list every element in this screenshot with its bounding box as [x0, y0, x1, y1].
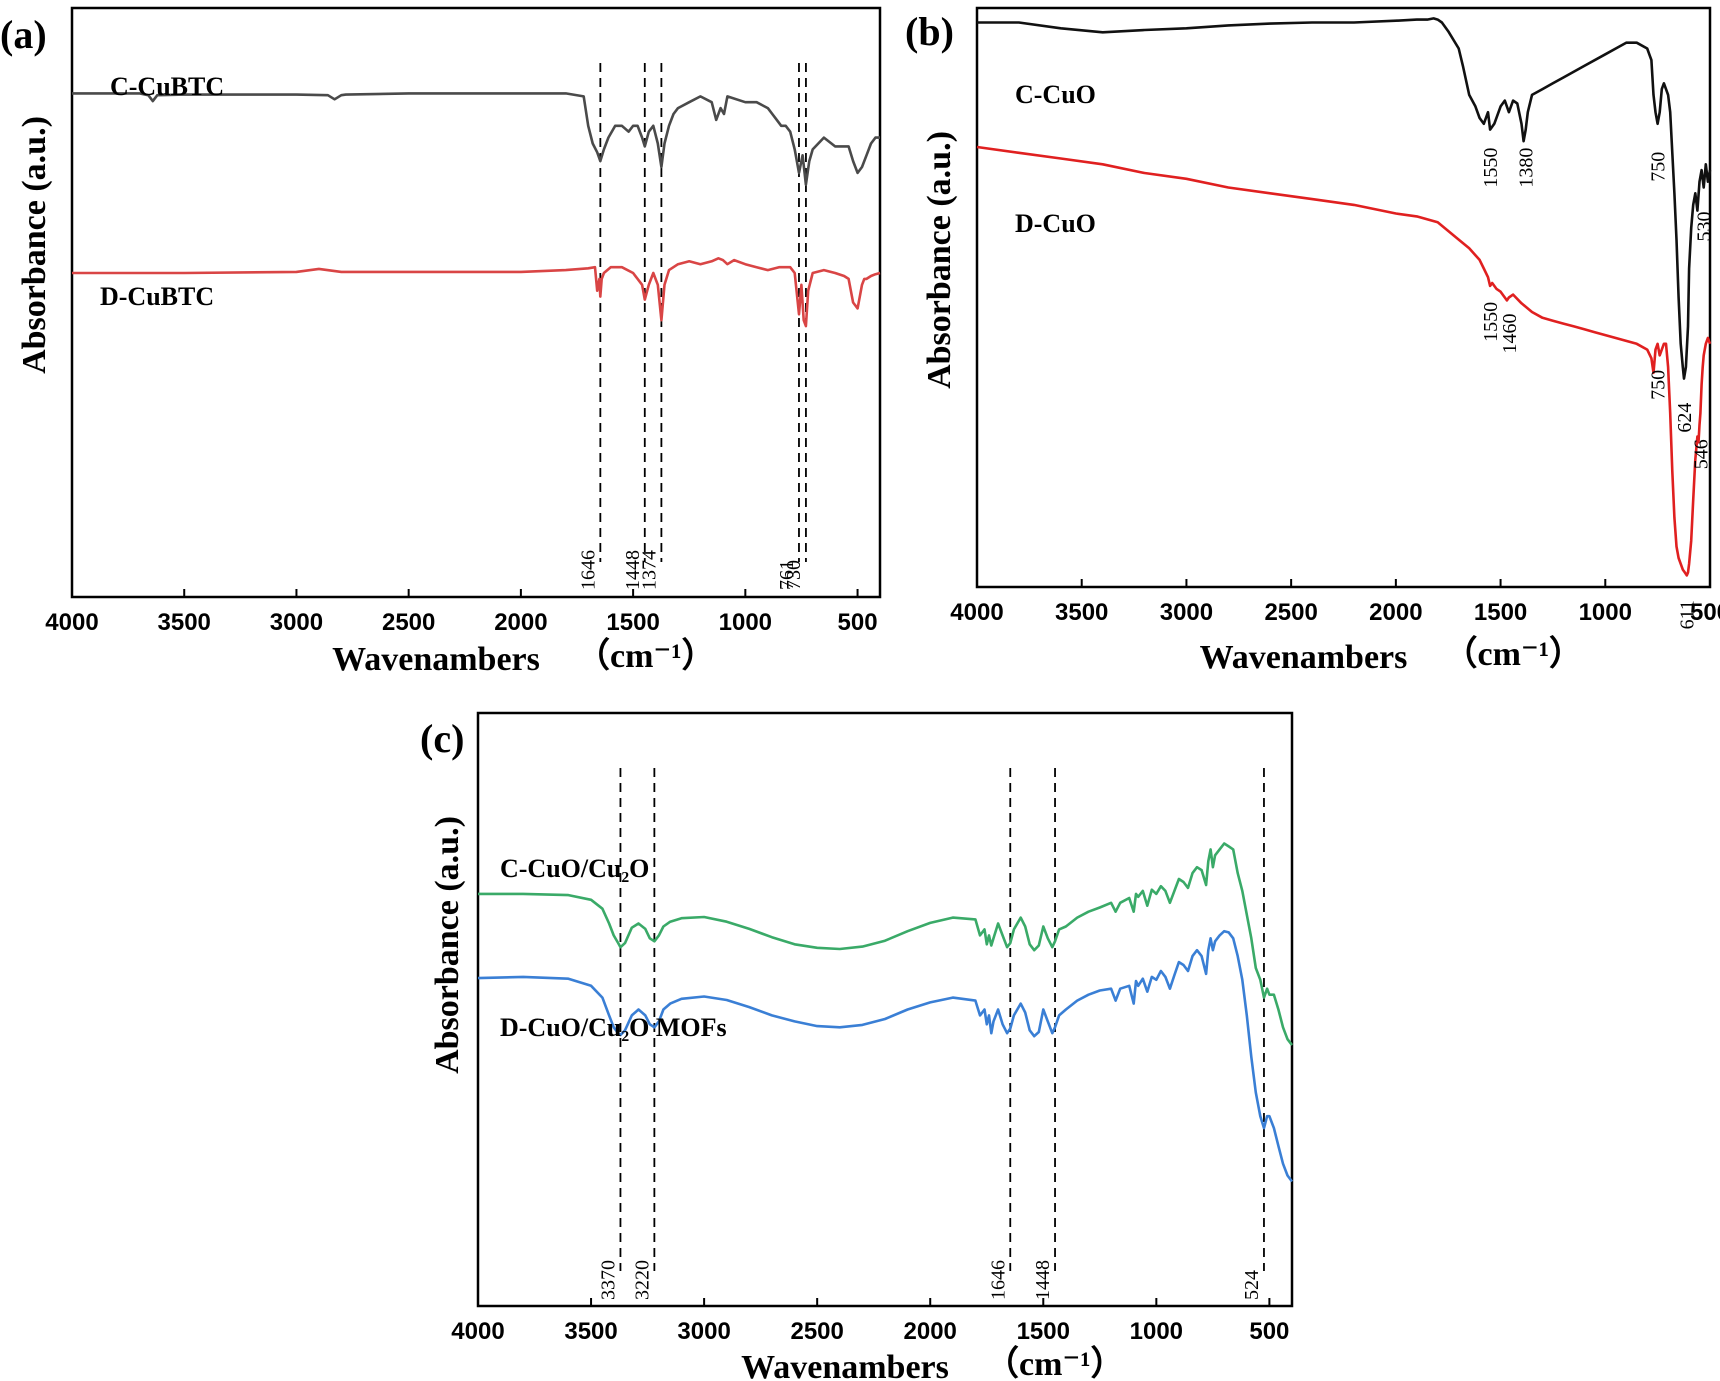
- x-tick-label: 2500: [790, 1318, 843, 1345]
- peak-label: 1380: [1516, 148, 1538, 188]
- x-tick-label: 500: [1690, 599, 1720, 626]
- x-tick-label: 1000: [1579, 599, 1632, 626]
- peak-label: 624: [1674, 403, 1696, 433]
- x-tick-label: 1000: [719, 609, 772, 636]
- x-tick-label: 3000: [1160, 599, 1213, 626]
- series-line-C-CuO: [977, 17, 1712, 380]
- peak-label: 730: [783, 560, 805, 590]
- peak-label: 750: [1648, 152, 1670, 182]
- series-line-D-CuO/Cu₂O MOFs: [477, 929, 1294, 1183]
- peak-label: 1646: [987, 1260, 1009, 1300]
- x-tick-label: 2000: [1369, 599, 1422, 626]
- peak-label: 611: [1677, 600, 1699, 629]
- peak-label: 1448: [622, 550, 644, 590]
- x-axis-label: Wavenambers: [1200, 639, 1408, 676]
- x-tick-label: 4000: [451, 1318, 504, 1345]
- peak-label: 761: [776, 560, 798, 590]
- peak-label: 1374: [638, 550, 660, 590]
- series-label: C-CuBTC: [110, 72, 224, 101]
- series-line-C-CuBTC: [72, 92, 880, 186]
- x-axis-unit: （cm⁻¹）: [576, 636, 716, 675]
- x-tick-label: 1500: [1017, 1318, 1070, 1345]
- peak-label: 1550: [1480, 148, 1502, 188]
- x-tick-label: 3500: [564, 1318, 617, 1345]
- plot-frame-b: [975, 6, 1712, 589]
- x-tick-label: 3000: [677, 1318, 730, 1345]
- x-tick-label: 1500: [1474, 599, 1527, 626]
- series-label: D-CuO: [1015, 209, 1096, 238]
- y-axis-label: Absorbance (a.u.): [429, 816, 466, 1074]
- x-axis-unit: （cm⁻¹）: [1444, 634, 1584, 673]
- y-axis-label: Absorbance (a.u.): [16, 116, 53, 374]
- x-tick-label: 3500: [1055, 599, 1108, 626]
- x-axis-unit: （cm⁻¹）: [985, 1344, 1125, 1381]
- y-axis-label: Absorbance (a.u.): [921, 131, 958, 389]
- series-label: C-CuO/Cu₂O: [500, 854, 649, 883]
- plot-frame-a: [70, 6, 882, 599]
- x-tick-label: 500: [1249, 1318, 1289, 1345]
- peak-label: 750: [1648, 370, 1670, 400]
- series-label: D-CuBTC: [100, 282, 214, 311]
- series-line-C-CuO/Cu₂O: [478, 842, 1294, 1046]
- series-label: D-CuO/Cu₂O MOFs: [500, 1013, 727, 1042]
- peak-label: 1460: [1499, 314, 1521, 354]
- x-tick-label: 500: [838, 609, 878, 636]
- series-line-D-CuBTC: [72, 257, 881, 328]
- panel-label: (c): [420, 716, 464, 761]
- x-tick-label: 3500: [158, 609, 211, 636]
- x-axis-label: Wavenambers: [332, 641, 540, 678]
- series-label: C-CuO: [1015, 80, 1096, 109]
- x-tick-label: 1000: [1130, 1318, 1183, 1345]
- plot-frame-c: [476, 711, 1294, 1308]
- peak-label: 1448: [1032, 1260, 1054, 1300]
- panel-b: 4000 3500 3000 2500 2000 1500 1000 500 Wavenambe…: [905, 6, 1720, 676]
- peak-label: 546: [1690, 439, 1712, 469]
- x-tick-label: 4000: [950, 599, 1003, 626]
- peak-label: 3220: [631, 1260, 653, 1300]
- x-tick-label: 4000: [45, 609, 98, 636]
- x-axis-label: Wavenambers: [741, 1349, 949, 1381]
- panel-label: (b): [905, 9, 954, 54]
- x-tick-label: 2500: [1264, 599, 1317, 626]
- peak-label: 524: [1241, 1270, 1263, 1300]
- peak-label: 3370: [597, 1260, 619, 1300]
- panel-c: 4000 3500 3000 2500 2000 1500 1000 500 Wavenambe…: [420, 711, 1294, 1381]
- x-tick-label: 2000: [904, 1318, 957, 1345]
- series-line-D-CuO: [976, 145, 1712, 577]
- x-tick-label: 3000: [270, 609, 323, 636]
- peak-label: 530: [1694, 211, 1716, 241]
- panel-label: (a): [0, 12, 47, 57]
- peak-label: 1550: [1480, 302, 1502, 342]
- x-tick-label: 1500: [606, 609, 659, 636]
- peak-label: 1646: [577, 550, 599, 590]
- x-tick-label: 2500: [382, 609, 435, 636]
- panel-a: 4000 3500 3000 2500 2000 1500 1000 500 Wavenambe…: [0, 6, 882, 678]
- x-tick-label: 2000: [494, 609, 547, 636]
